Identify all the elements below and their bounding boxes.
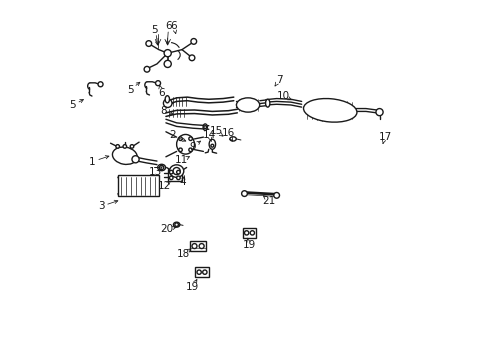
Bar	[118, 175, 159, 196]
Circle shape	[189, 55, 194, 61]
Text: 17: 17	[378, 132, 391, 141]
Text: 15: 15	[209, 126, 222, 136]
Text: 14: 14	[202, 130, 215, 140]
Text: 3: 3	[98, 201, 104, 211]
Circle shape	[203, 126, 206, 129]
Ellipse shape	[210, 144, 213, 147]
Circle shape	[123, 145, 126, 148]
Text: 19: 19	[243, 240, 256, 250]
Ellipse shape	[229, 137, 236, 141]
Bar	[242, 228, 256, 238]
Circle shape	[164, 60, 171, 67]
Text: 4: 4	[179, 177, 185, 187]
Ellipse shape	[112, 147, 137, 165]
Ellipse shape	[173, 222, 180, 227]
Text: 19: 19	[185, 282, 199, 292]
Circle shape	[176, 176, 180, 180]
Circle shape	[178, 137, 182, 140]
Circle shape	[159, 165, 163, 170]
Text: 6: 6	[170, 21, 177, 31]
Text: 6: 6	[158, 88, 164, 98]
Text: 5: 5	[151, 25, 158, 35]
Text: 10: 10	[276, 91, 289, 101]
Ellipse shape	[209, 139, 215, 149]
Text: 18: 18	[177, 249, 190, 259]
Ellipse shape	[303, 99, 356, 122]
Circle shape	[190, 39, 196, 44]
Circle shape	[144, 66, 149, 72]
Circle shape	[250, 231, 254, 235]
Circle shape	[173, 167, 180, 175]
Text: 9: 9	[189, 142, 196, 152]
Text: 7: 7	[275, 75, 282, 85]
Bar	[190, 241, 206, 251]
Circle shape	[132, 156, 139, 163]
Circle shape	[192, 244, 197, 249]
Text: 12: 12	[158, 181, 171, 192]
Circle shape	[203, 270, 206, 274]
Circle shape	[169, 170, 173, 174]
Circle shape	[175, 223, 178, 226]
Text: 2: 2	[169, 130, 176, 140]
Ellipse shape	[176, 134, 194, 154]
Circle shape	[130, 145, 134, 148]
Circle shape	[98, 82, 103, 87]
Circle shape	[116, 145, 119, 148]
Circle shape	[188, 137, 192, 140]
Circle shape	[178, 148, 182, 152]
Circle shape	[176, 170, 180, 174]
Ellipse shape	[236, 98, 259, 112]
Circle shape	[241, 191, 247, 197]
Circle shape	[188, 148, 192, 152]
Ellipse shape	[169, 165, 183, 177]
Text: 20: 20	[160, 224, 173, 234]
Text: 8: 8	[160, 105, 167, 116]
Text: 5: 5	[69, 100, 76, 110]
Circle shape	[164, 50, 171, 57]
Text: 21: 21	[262, 195, 275, 206]
Circle shape	[197, 270, 201, 274]
Circle shape	[145, 41, 151, 46]
Text: 13: 13	[148, 167, 162, 177]
Circle shape	[163, 99, 172, 108]
Circle shape	[169, 176, 173, 180]
Ellipse shape	[265, 99, 269, 107]
Text: 6: 6	[165, 21, 172, 31]
Text: 16: 16	[221, 129, 234, 139]
Ellipse shape	[203, 124, 207, 130]
Circle shape	[375, 109, 382, 116]
Text: 5: 5	[127, 85, 133, 95]
Text: 11: 11	[175, 156, 188, 166]
Ellipse shape	[157, 164, 165, 171]
Ellipse shape	[165, 96, 169, 103]
Circle shape	[244, 231, 248, 235]
Circle shape	[273, 193, 279, 198]
Bar	[195, 267, 209, 277]
Circle shape	[199, 244, 203, 249]
Circle shape	[155, 81, 160, 86]
Text: 1: 1	[89, 157, 95, 167]
Bar	[167, 169, 182, 181]
